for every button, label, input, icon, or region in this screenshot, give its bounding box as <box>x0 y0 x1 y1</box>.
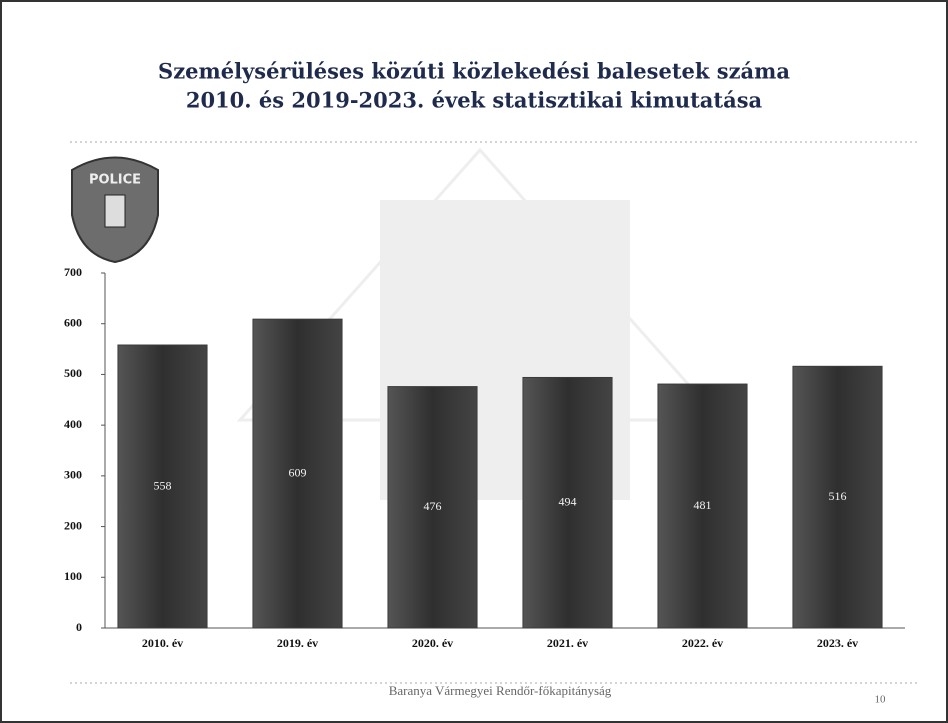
x-tick-label: 2020. év <box>412 636 453 650</box>
footer-text: Baranya Vármegyei Rendőr-főkapitányság <box>389 683 612 698</box>
y-tick-label: 0 <box>76 620 82 634</box>
x-tick-label: 2022. év <box>682 636 723 650</box>
chart-subtitle: 2010. és 2019-2023. évek statisztikai ki… <box>186 88 763 113</box>
slide: Személysérüléses közúti közlekedési bale… <box>0 0 948 723</box>
x-tick-label: 2021. év <box>547 636 588 650</box>
value-label: 609 <box>289 465 307 479</box>
y-tick-label: 300 <box>64 468 82 482</box>
x-tick-label: 2010. év <box>142 636 183 650</box>
value-label: 558 <box>154 478 172 492</box>
y-tick-label: 600 <box>64 315 82 329</box>
value-label: 476 <box>424 499 442 513</box>
x-tick-label: 2023. év <box>817 636 858 650</box>
x-tick-label: 2019. év <box>277 636 318 650</box>
y-tick-label: 500 <box>64 366 82 380</box>
y-tick-label: 200 <box>64 518 82 532</box>
y-tick-label: 100 <box>64 569 82 583</box>
badge-text: POLICE <box>89 173 141 188</box>
y-tick-label: 700 <box>64 265 82 279</box>
value-label: 494 <box>559 494 577 508</box>
chart-title: Személysérüléses közúti közlekedési bale… <box>158 59 790 84</box>
value-label: 481 <box>694 498 712 512</box>
value-label: 516 <box>829 489 847 503</box>
y-tick-label: 400 <box>64 417 82 431</box>
page-number: 10 <box>875 694 887 706</box>
